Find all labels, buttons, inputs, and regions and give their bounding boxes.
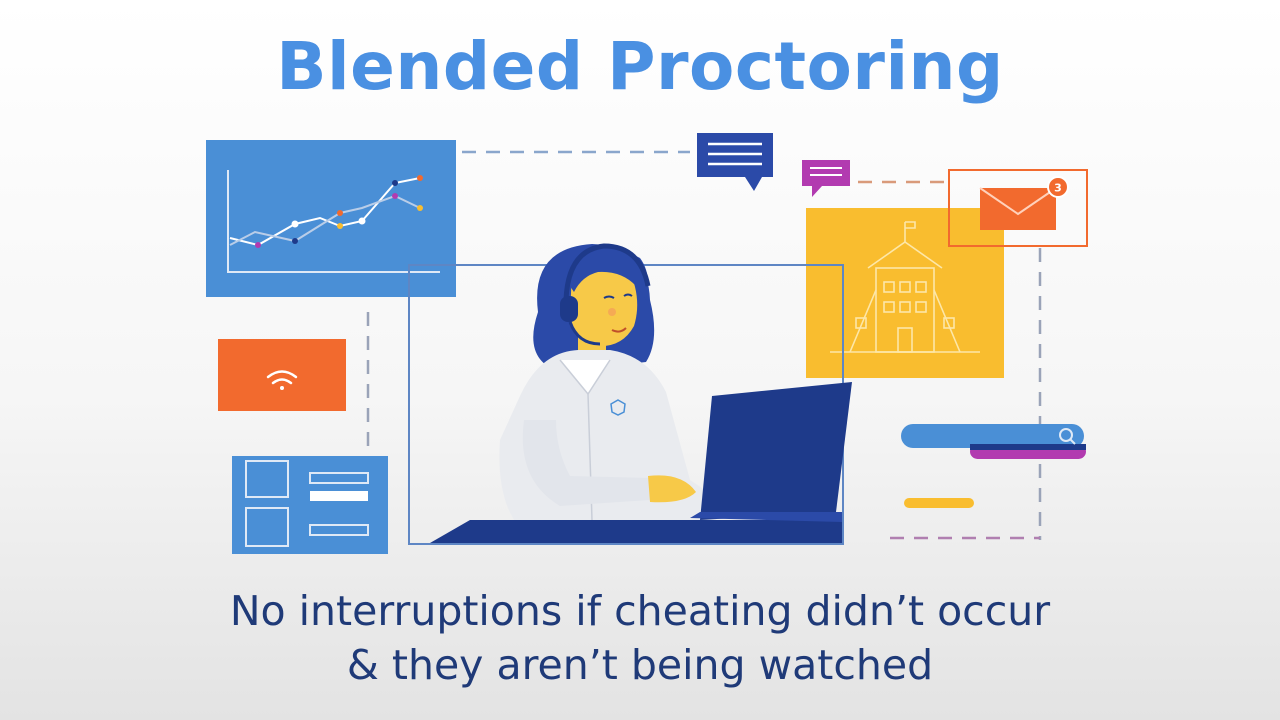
form-card xyxy=(232,456,388,554)
desk xyxy=(430,520,842,543)
page-title: Blended Proctoring xyxy=(276,28,1004,105)
dashed-connectors xyxy=(366,150,1042,540)
search-icon xyxy=(1059,428,1076,445)
analytics-chart-card xyxy=(206,140,456,297)
school-building-icon xyxy=(830,221,980,353)
notification-badge xyxy=(1047,176,1069,198)
proctor-person xyxy=(499,243,720,528)
laptop-icon xyxy=(690,382,852,522)
search-bar xyxy=(901,424,1086,508)
email-notification: 3 xyxy=(948,169,1088,247)
wifi-icon xyxy=(266,370,298,390)
wifi-card xyxy=(218,339,346,411)
line-chart-icon xyxy=(227,170,440,273)
headset-icon xyxy=(560,243,651,346)
email-icon xyxy=(979,187,1057,230)
caption-line-1: No interruptions if cheating didn’t occu… xyxy=(229,587,1051,635)
chat-bubble-icon xyxy=(697,133,773,191)
school-card xyxy=(806,208,1004,378)
caption-line-2: & they aren’t being watched xyxy=(346,641,934,689)
notification-count: 3 xyxy=(1054,182,1062,195)
caption: No interruptions if cheating didn’t occu… xyxy=(0,584,1280,692)
small-chat-bubble-icon xyxy=(802,160,850,197)
